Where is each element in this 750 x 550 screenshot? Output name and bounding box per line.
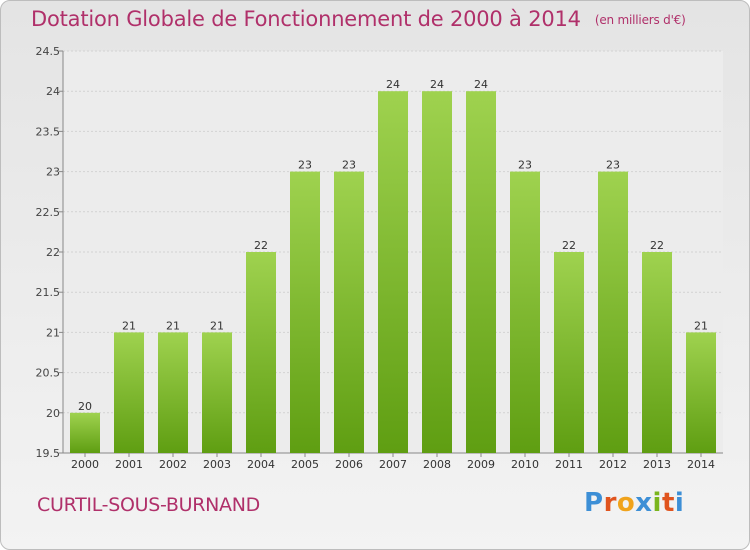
x-tick-label-2000: 2000 — [71, 458, 99, 471]
y-tick-label: 24 — [46, 85, 60, 98]
bar-2009 — [466, 91, 496, 453]
bar-2008 — [422, 91, 452, 453]
bar-2006 — [334, 171, 364, 453]
x-tick-label-2001: 2001 — [115, 458, 143, 471]
data-label-2006: 23 — [342, 159, 356, 172]
data-label-2003: 21 — [210, 319, 224, 332]
bar-2011 — [554, 252, 584, 453]
x-tick-label-2005: 2005 — [291, 458, 319, 471]
bar-2005 — [290, 171, 320, 453]
bar-2004 — [246, 252, 276, 453]
chart-title: Dotation Globale de Fonctionnement de 20… — [31, 7, 686, 31]
bar-2012 — [598, 171, 628, 453]
data-label-2012: 23 — [606, 159, 620, 172]
data-label-2009: 24 — [474, 78, 488, 91]
logo-letter: o — [616, 488, 636, 518]
title-text: Dotation Globale de Fonctionnement de 20… — [31, 7, 581, 31]
data-label-2013: 22 — [650, 239, 664, 252]
x-tick-label-2011: 2011 — [555, 458, 583, 471]
x-tick-label-2004: 2004 — [247, 458, 275, 471]
bar-2001 — [114, 332, 144, 453]
x-tick-label-2002: 2002 — [159, 458, 187, 471]
y-tick-label: 22 — [46, 246, 60, 259]
title-unit: (en milliers d'€) — [594, 13, 686, 27]
logo-letter: r — [603, 488, 617, 518]
y-tick-label: 24.5 — [36, 45, 61, 58]
x-tick-label-2014: 2014 — [687, 458, 715, 471]
data-label-2005: 23 — [298, 159, 312, 172]
data-label-2011: 22 — [562, 239, 576, 252]
x-tick-label-2007: 2007 — [379, 458, 407, 471]
data-label-2004: 22 — [254, 239, 268, 252]
proxiti-logo: Proxiti — [584, 488, 684, 518]
y-tick-label: 20 — [46, 407, 60, 420]
y-tick-label: 21 — [46, 326, 60, 339]
data-label-2000: 20 — [78, 400, 92, 413]
logo-letter: i — [652, 488, 662, 518]
x-tick-label-2012: 2012 — [599, 458, 627, 471]
y-tick-label: 22.5 — [36, 206, 61, 219]
y-tick-label: 21.5 — [36, 286, 61, 299]
x-tick-label-2006: 2006 — [335, 458, 363, 471]
x-tick-label-2009: 2009 — [467, 458, 495, 471]
y-tick-label: 23 — [46, 166, 60, 179]
data-label-2002: 21 — [166, 319, 180, 332]
commune-name: CURTIL-SOUS-BURNAND — [37, 494, 260, 516]
bar-2013 — [642, 252, 672, 453]
y-tick-label: 20.5 — [36, 367, 61, 380]
x-tick-label-2003: 2003 — [203, 458, 231, 471]
logo-letter: t — [661, 488, 675, 518]
x-tick-label-2008: 2008 — [423, 458, 451, 471]
x-tick-label-2010: 2010 — [511, 458, 539, 471]
data-label-2008: 24 — [430, 78, 444, 91]
bar-2000 — [70, 412, 100, 453]
bar-2014 — [686, 332, 716, 453]
bar-2002 — [158, 332, 188, 453]
bar-2003 — [202, 332, 232, 453]
data-label-2007: 24 — [386, 78, 400, 91]
logo-letter: x — [635, 488, 653, 518]
logo-letter: P — [584, 488, 604, 518]
bar-2010 — [510, 171, 540, 453]
y-tick-label: 23.5 — [36, 125, 61, 138]
data-label-2010: 23 — [518, 159, 532, 172]
logo-letter: i — [674, 488, 685, 518]
data-label-2001: 21 — [122, 319, 136, 332]
bar-2007 — [378, 91, 408, 453]
data-label-2014: 21 — [694, 319, 708, 332]
x-tick-label-2013: 2013 — [643, 458, 671, 471]
y-tick-label: 19.5 — [36, 447, 61, 460]
